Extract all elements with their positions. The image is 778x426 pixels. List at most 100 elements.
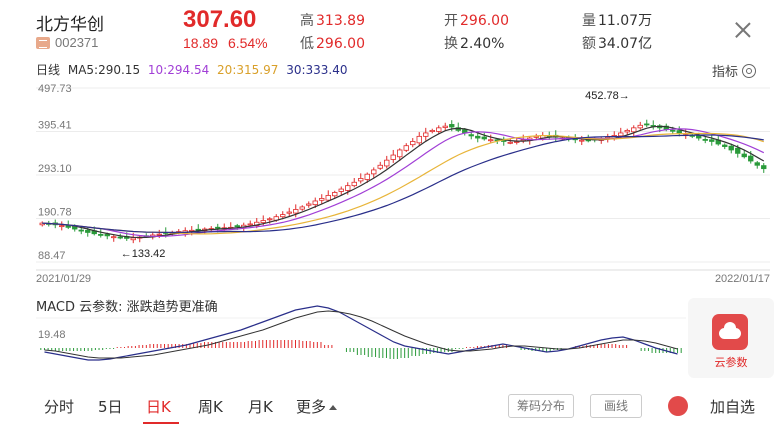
market-badge-icon xyxy=(36,36,50,49)
candle-body xyxy=(624,130,630,133)
ma5-value: MA5:290.15 xyxy=(67,63,141,77)
y-tick-label: 395.41 xyxy=(38,120,72,132)
candle-body xyxy=(442,125,448,128)
candle-body xyxy=(111,236,117,239)
candle-body xyxy=(579,139,585,142)
indicator-label: 指标 xyxy=(712,65,739,80)
stock-code-row: 002371 xyxy=(36,35,98,50)
candle-body xyxy=(78,229,84,232)
x-end-label: 2022/01/17 xyxy=(715,273,770,285)
candle-body xyxy=(130,237,136,241)
active-tab-indicator xyxy=(143,422,179,424)
candle-body xyxy=(410,141,416,146)
gear-icon xyxy=(742,63,757,78)
candle-body xyxy=(423,132,429,137)
candle-body xyxy=(338,188,344,192)
ma5-line xyxy=(42,125,765,239)
high-annotation: 452.78→ xyxy=(585,90,630,102)
candle-body xyxy=(488,139,494,142)
candle-body xyxy=(286,211,292,214)
change-amount: 18.89 xyxy=(183,35,219,51)
ma30-line xyxy=(42,134,764,233)
candle-body xyxy=(312,200,318,206)
candle-body xyxy=(637,124,643,129)
candle-body xyxy=(293,209,299,214)
candle-body xyxy=(345,185,351,191)
candle-body xyxy=(722,144,728,147)
y-tick-label: 88.47 xyxy=(38,250,66,262)
ma10-line xyxy=(42,128,765,238)
quote-header: 北方华创 002371 307.60 18.89 6.54% 高 313.89 低… xyxy=(0,0,778,56)
draw-line-button[interactable]: 画线 xyxy=(590,394,642,418)
candle-body xyxy=(98,233,104,236)
tab-5day[interactable]: 5日 xyxy=(98,398,123,416)
last-price: 307.60 xyxy=(183,6,257,33)
candle-body xyxy=(234,225,240,228)
candle-body xyxy=(195,228,201,231)
y-tick-label: 190.78 xyxy=(38,207,72,219)
candle-body xyxy=(449,124,455,128)
stock-code: 002371 xyxy=(55,35,99,50)
y-tick-label: 497.73 xyxy=(38,83,72,95)
candle-body xyxy=(507,141,513,144)
candle-body xyxy=(436,127,442,132)
stat-low: 低 296.00 xyxy=(300,36,365,52)
candle-body xyxy=(332,192,338,197)
stat-high: 高 313.89 xyxy=(300,13,365,29)
price-change: 18.89 6.54% xyxy=(183,35,268,51)
candle-body xyxy=(670,129,676,132)
candle-body xyxy=(215,226,221,229)
record-icon[interactable] xyxy=(668,396,688,416)
candle-body xyxy=(299,206,305,210)
candle-body xyxy=(85,229,91,233)
tab-more[interactable]: 更多 xyxy=(296,396,338,417)
candle-body xyxy=(280,214,286,218)
caret-up-icon xyxy=(329,405,338,410)
candle-body xyxy=(267,218,273,221)
kline-chart[interactable]: 497.73 395.41 293.10 190.78 88.47 2021/01/29 2… xyxy=(0,0,778,384)
change-percent: 6.54% xyxy=(227,35,268,51)
stock-name: 北方华创 xyxy=(36,15,104,35)
tab-intraday[interactable]: 分时 xyxy=(44,398,75,416)
period-tabs: 分时 5日 日K 周K 月K 更多 筹码分布 画线 加自选 xyxy=(0,384,778,426)
candle-body xyxy=(702,139,708,141)
candle-body xyxy=(748,155,754,162)
candle-body xyxy=(156,233,162,236)
candle-body xyxy=(59,225,65,228)
macd-title: MACD 云参数: 涨跌趋势更准确 xyxy=(36,300,218,315)
candle-body xyxy=(351,181,357,187)
candle-body xyxy=(403,145,409,151)
candle-body xyxy=(390,154,396,160)
cloud-icon xyxy=(712,314,748,350)
tab-daily-k[interactable]: 日K xyxy=(146,398,171,416)
candle-body xyxy=(397,149,403,158)
cloud-param-card[interactable]: 云参数 xyxy=(688,298,774,378)
candle-body xyxy=(260,220,266,223)
candle-body xyxy=(481,136,487,140)
tab-weekly-k[interactable]: 周K xyxy=(198,398,223,416)
candle-body xyxy=(306,203,312,206)
candle-body xyxy=(618,132,624,137)
add-to-watchlist-button[interactable]: 加自选 xyxy=(710,398,756,416)
candle-body xyxy=(325,195,331,201)
ma30-value: 30:333.40 xyxy=(286,63,348,77)
candle-body xyxy=(358,178,364,182)
candle-body xyxy=(676,130,682,134)
candle-body xyxy=(754,162,760,166)
candle-body xyxy=(319,198,325,201)
x-start-label: 2021/01/29 xyxy=(36,273,91,285)
candle-body xyxy=(429,130,435,132)
stat-open: 开 296.00 xyxy=(444,13,509,29)
chip-distribution-button[interactable]: 筹码分布 xyxy=(508,394,574,418)
candle-body xyxy=(741,153,747,158)
candle-body xyxy=(364,173,370,180)
tab-monthly-k[interactable]: 月K xyxy=(248,398,273,416)
candle-body xyxy=(65,225,71,228)
cloud-param-label: 云参数 xyxy=(714,356,748,369)
tab-more-label: 更多 xyxy=(296,398,327,416)
candle-body xyxy=(247,223,253,226)
stat-volume: 量 11.07万 xyxy=(582,13,653,29)
indicator-button[interactable]: 指标 xyxy=(712,61,757,80)
candle-body xyxy=(104,233,110,237)
candle-body xyxy=(117,236,123,239)
